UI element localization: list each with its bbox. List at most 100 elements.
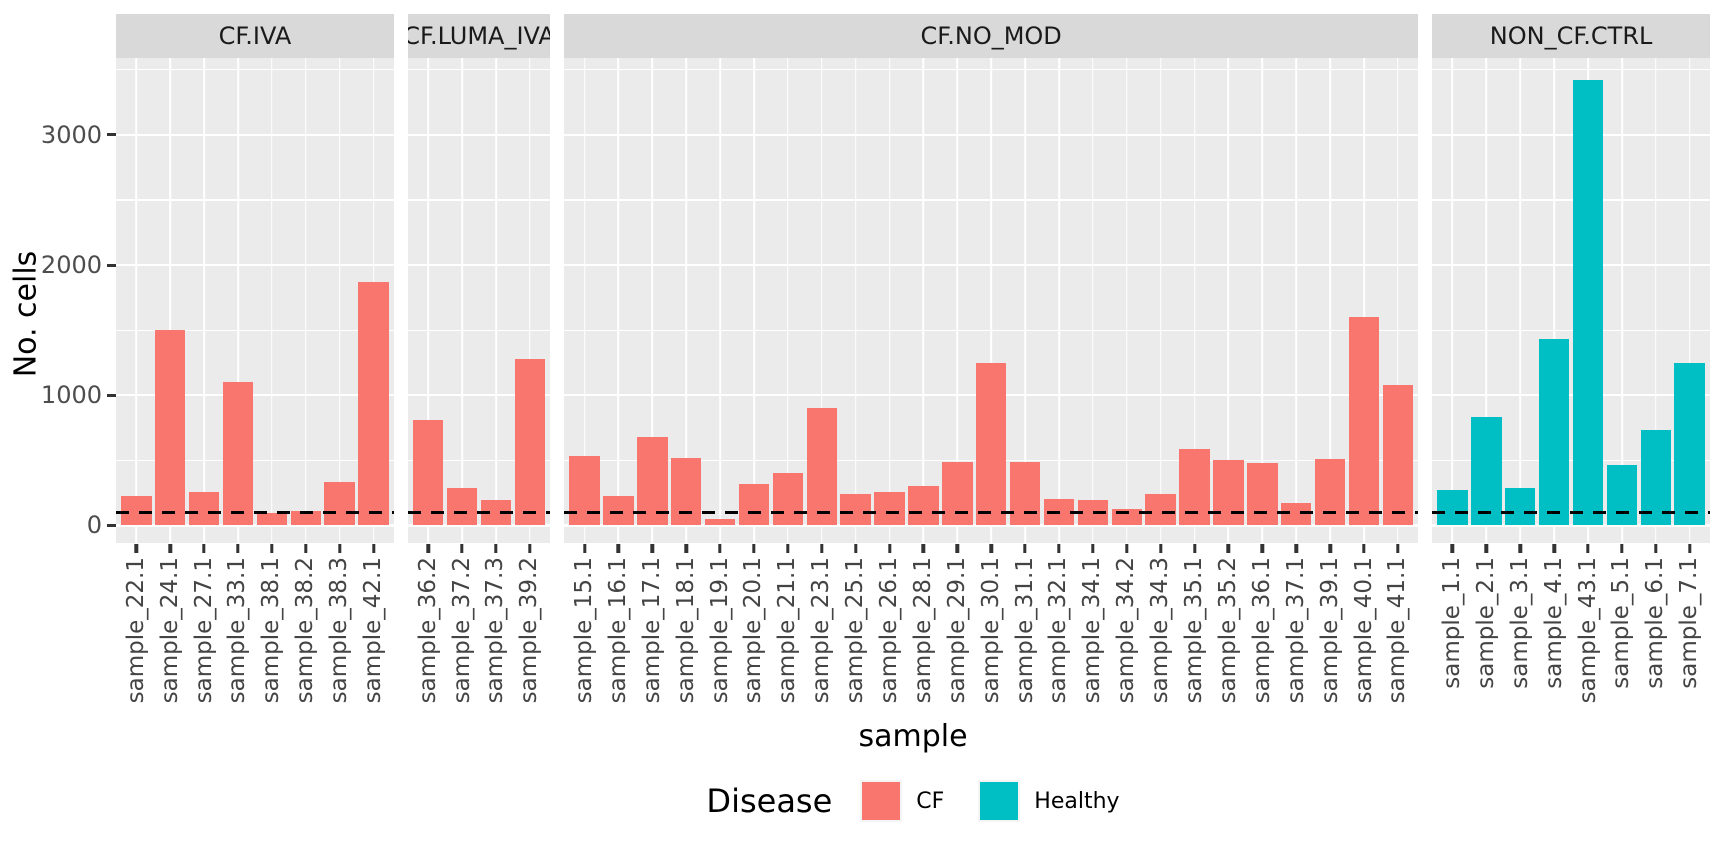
x-tick-slot	[805, 543, 839, 553]
x-tick-mark	[270, 544, 274, 553]
x-tick-label: sample_5.1	[1605, 557, 1639, 709]
bar	[1213, 459, 1244, 526]
x-tick-mark	[1586, 544, 1590, 553]
bar	[222, 382, 254, 526]
x-tick-label: sample_43.1	[1571, 557, 1605, 709]
facet-column: NON_CF.CTRL sample_1.1 sample_2.1 sample_3.…	[1432, 14, 1711, 709]
x-tick-slot	[1469, 543, 1503, 553]
x-tick-label-text: sample_26.1	[876, 557, 903, 704]
x-tick-mark	[786, 544, 790, 553]
x-tick-mark	[887, 544, 892, 553]
bar	[975, 362, 1007, 526]
x-gridline	[651, 58, 654, 543]
bar-slot	[221, 58, 255, 543]
minor-gridline	[116, 329, 394, 331]
bar-slot	[1313, 58, 1347, 543]
x-tick-label-text: sample_6.1	[1642, 557, 1669, 689]
x-tick-slot	[568, 543, 602, 553]
x-tick-mark	[1518, 544, 1522, 553]
major-gridline	[116, 524, 394, 527]
x-tick-slot	[323, 543, 357, 553]
threshold-line	[1432, 510, 1711, 514]
x-tick-label-text: sample_28.1	[909, 557, 936, 704]
x-gridline	[203, 58, 205, 543]
bar-slots	[1432, 58, 1710, 543]
y-axis: 0 1000 2000 3000	[41, 14, 116, 552]
x-tick-slot	[839, 543, 873, 553]
y-axis-title-column: No. cells	[0, 14, 52, 552]
bar-slot	[255, 58, 289, 543]
x-tick-label: sample_1.1	[1436, 557, 1470, 709]
x-tick-mark	[921, 544, 926, 553]
x-tick-label-text: sample_38.1	[258, 557, 285, 704]
x-gridline	[237, 58, 239, 543]
bar-slots	[564, 58, 1418, 543]
major-gridline	[116, 133, 394, 136]
x-gridline	[529, 58, 531, 543]
x-tick-label-text: sample_34.3	[1147, 557, 1174, 704]
x-gridline	[1329, 58, 1331, 543]
bar-slot	[601, 58, 635, 543]
x-tick-mark	[1125, 544, 1129, 553]
x-tick-label-text: sample_32.1	[1045, 557, 1072, 704]
x-tick-mark	[202, 544, 206, 553]
minor-gridline	[407, 329, 551, 331]
x-tick-slot	[1436, 543, 1470, 553]
x-tick-slot	[357, 543, 391, 553]
y-tick-label: 3000	[40, 120, 102, 149]
x-tick-label-text: sample_16.1	[604, 557, 631, 704]
x-tick-label: sample_22.1	[119, 557, 153, 709]
x-tick-label: sample_20.1	[737, 557, 771, 709]
x-gridline	[1024, 58, 1026, 543]
bar	[603, 496, 634, 526]
x-tick-mark	[1450, 544, 1455, 553]
x-gridline	[1193, 58, 1196, 543]
minor-gridline	[1432, 69, 1711, 71]
x-gridline	[685, 58, 687, 543]
x-tick-slot	[1571, 543, 1605, 553]
x-tick-label-text: sample_37.2	[448, 557, 475, 704]
x-tick-label: sample_26.1	[873, 557, 907, 709]
x-tick-mark	[1328, 544, 1332, 553]
x-ticks-row	[564, 543, 1418, 553]
x-tick-label: sample_6.1	[1639, 557, 1673, 709]
x-tick-slot	[1313, 543, 1347, 553]
legend-title: Disease	[706, 782, 833, 820]
major-gridline	[1432, 524, 1711, 527]
x-gridline	[1621, 58, 1623, 543]
facet-strip-label: CF.LUMA_IVA	[407, 22, 551, 50]
x-tick-label-text: sample_34.2	[1113, 557, 1140, 704]
facet-strip: CF.NO_MOD	[564, 14, 1419, 58]
x-tick-label-text: sample_1.1	[1438, 557, 1465, 689]
facet-strip: CF.IVA	[116, 14, 394, 58]
x-tick-label: sample_29.1	[940, 557, 974, 709]
bar-slot	[1571, 58, 1605, 543]
major-gridline	[1432, 394, 1711, 397]
x-tick-mark	[616, 544, 621, 553]
x-tick-mark	[1260, 544, 1265, 553]
x-tick-slot	[1381, 543, 1415, 553]
x-tick-label-text: sample_5.1	[1608, 557, 1635, 689]
x-tick-slot	[479, 543, 513, 553]
x-tick-label-text: sample_19.1	[706, 557, 733, 704]
x-tick-mark	[304, 544, 308, 553]
x-tick-label-text: sample_35.2	[1214, 557, 1241, 704]
bar	[1382, 384, 1414, 526]
x-gridline	[1159, 58, 1162, 543]
legend-label: Healthy	[1034, 788, 1120, 814]
y-axis-title: No. cells	[8, 250, 44, 378]
bar	[637, 436, 668, 526]
bar-slot	[873, 58, 907, 543]
x-tick-slot	[974, 543, 1008, 553]
x-tick-label-text: sample_39.2	[516, 557, 543, 704]
x-tick-mark	[820, 544, 824, 553]
bar	[188, 492, 220, 526]
bar	[670, 457, 702, 526]
legend-label: CF	[916, 788, 945, 814]
x-tick-mark	[752, 544, 756, 553]
x-tick-label-text: sample_33.1	[224, 557, 251, 704]
bar-slot	[1178, 58, 1212, 543]
bar	[1674, 362, 1705, 526]
minor-gridline	[1432, 329, 1711, 331]
bar	[1606, 464, 1638, 526]
